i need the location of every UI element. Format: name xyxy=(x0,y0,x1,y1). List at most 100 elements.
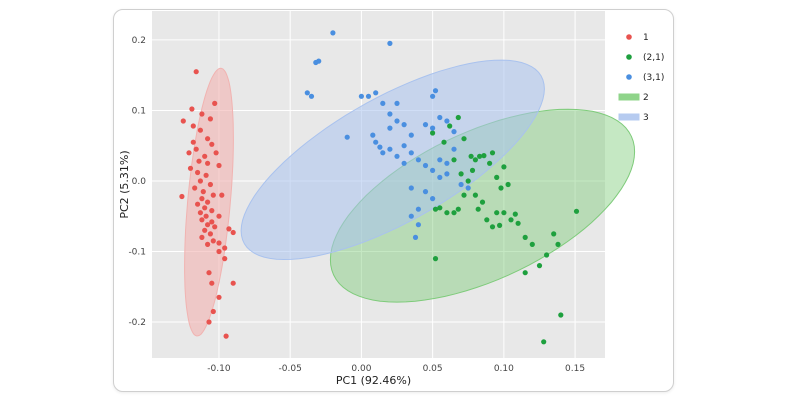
data-point xyxy=(444,160,450,166)
data-point xyxy=(190,123,196,129)
legend-label: 3 xyxy=(643,113,649,123)
data-point xyxy=(494,210,500,216)
data-point xyxy=(210,308,216,315)
legend-marker xyxy=(626,54,632,60)
data-point xyxy=(394,100,400,106)
x-tick-label: 0.10 xyxy=(494,364,514,374)
data-point xyxy=(216,240,222,246)
data-point xyxy=(205,241,211,247)
data-point xyxy=(441,139,447,145)
data-point xyxy=(365,93,372,99)
data-point xyxy=(451,129,457,135)
data-point xyxy=(481,153,487,159)
data-point xyxy=(501,210,507,216)
data-point xyxy=(197,210,203,216)
data-point xyxy=(216,294,222,300)
data-point xyxy=(455,206,461,212)
data-point xyxy=(432,256,439,262)
confidence-ellipse-3 xyxy=(240,59,545,261)
y-tick-label: -0.1 xyxy=(128,248,146,258)
data-point xyxy=(206,270,212,276)
data-point xyxy=(373,139,379,145)
data-point xyxy=(412,234,419,240)
data-point xyxy=(455,114,461,121)
data-point xyxy=(358,93,364,99)
data-point xyxy=(432,206,439,212)
data-point xyxy=(551,231,557,237)
data-point xyxy=(461,136,467,142)
data-point xyxy=(387,111,393,117)
data-point xyxy=(444,210,450,216)
data-point xyxy=(199,111,205,117)
legend-band xyxy=(618,93,640,101)
data-point xyxy=(187,165,194,171)
data-point xyxy=(394,118,400,124)
data-point xyxy=(475,206,481,212)
data-point xyxy=(487,160,493,166)
data-point xyxy=(498,185,504,191)
data-point xyxy=(522,234,528,240)
data-point xyxy=(313,59,319,66)
series-1 xyxy=(430,114,580,345)
data-point xyxy=(387,146,393,152)
data-point xyxy=(190,139,196,145)
data-point xyxy=(415,206,421,212)
data-point xyxy=(370,132,376,138)
data-point xyxy=(477,153,483,159)
data-point xyxy=(230,280,236,286)
data-point xyxy=(219,192,225,198)
data-point xyxy=(415,222,421,228)
data-point xyxy=(430,196,436,202)
data-point xyxy=(199,217,205,223)
data-point xyxy=(451,146,457,152)
data-point xyxy=(444,171,450,177)
data-point xyxy=(573,208,580,214)
legend-label: 2 xyxy=(643,93,649,103)
data-point xyxy=(544,252,550,258)
x-tick-label: -0.10 xyxy=(207,364,231,374)
data-point xyxy=(180,118,186,124)
data-point xyxy=(422,189,429,195)
data-point xyxy=(444,118,450,124)
data-point xyxy=(202,153,208,159)
data-point xyxy=(212,224,218,230)
data-point xyxy=(199,196,205,202)
data-point xyxy=(401,122,407,128)
data-point xyxy=(377,144,383,150)
data-point xyxy=(494,174,500,180)
data-point xyxy=(432,88,439,94)
data-point xyxy=(205,136,211,142)
data-point xyxy=(193,146,199,152)
data-point xyxy=(430,130,436,136)
data-point xyxy=(484,217,490,223)
data-point xyxy=(210,238,216,244)
data-point xyxy=(192,185,198,191)
data-point xyxy=(555,241,561,247)
data-point xyxy=(465,185,471,191)
legend-marker xyxy=(626,34,632,40)
legend-label: (2,1) xyxy=(643,53,664,63)
data-point xyxy=(207,116,213,122)
data-point xyxy=(206,319,212,325)
data-point xyxy=(222,245,228,251)
data-point xyxy=(344,134,350,140)
data-point xyxy=(380,150,386,156)
data-point xyxy=(408,150,414,156)
data-point xyxy=(529,241,535,247)
data-point xyxy=(430,125,436,131)
data-point xyxy=(522,270,528,276)
y-tick-label: 0.1 xyxy=(132,106,146,116)
data-point xyxy=(408,185,414,191)
data-point xyxy=(401,160,407,166)
legend-band xyxy=(618,113,640,121)
data-point xyxy=(437,174,443,180)
legend: 1 (2,1) (3,1) 2 3 xyxy=(618,33,664,123)
data-point xyxy=(200,189,206,195)
data-point xyxy=(394,153,400,159)
data-point xyxy=(468,153,474,159)
data-point xyxy=(197,127,203,133)
data-point xyxy=(505,181,511,188)
data-point xyxy=(408,132,414,138)
data-point xyxy=(387,125,393,131)
data-point xyxy=(472,192,478,198)
